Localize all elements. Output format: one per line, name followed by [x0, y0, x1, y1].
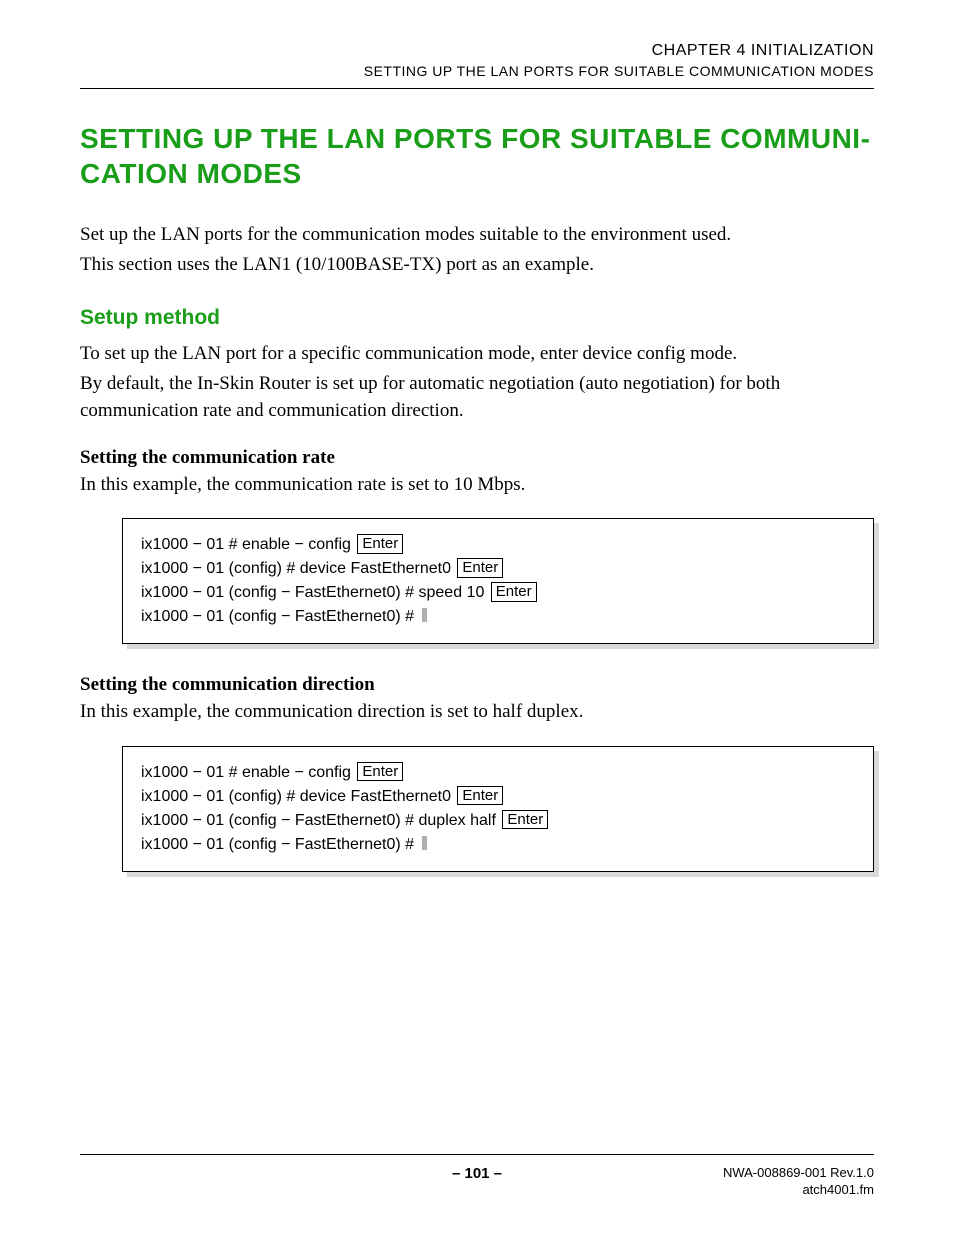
code-text: ix1000 − 01 (config − FastEthernet0) # [141, 836, 419, 853]
page-footer: – 101 – NWA-008869-001 Rev.1.0 atch4001.… [80, 1154, 874, 1199]
code-text: ix1000 − 01 (config − FastEthernet0) # s… [141, 584, 489, 601]
code-box: ix1000 − 01 # enable − config Enterix100… [122, 518, 874, 644]
intro-p1: Set up the LAN ports for the communicati… [80, 221, 874, 249]
rate-section: Setting the communication rate In this e… [80, 447, 874, 645]
code-line: ix1000 − 01 (config − FastEthernet0) # s… [141, 581, 855, 605]
code-line: ix1000 − 01 (config) # device FastEthern… [141, 785, 855, 809]
rate-desc: In this example, the communication rate … [80, 471, 874, 499]
header-chapter: CHAPTER 4 INITIALIZATION [80, 40, 874, 62]
footer-right: NWA-008869-001 Rev.1.0 atch4001.fm [723, 1165, 874, 1199]
code-line: ix1000 − 01 # enable − config Enter [141, 761, 855, 785]
setup-intro: To set up the LAN port for a specific co… [80, 340, 874, 425]
enter-keycap: Enter [457, 786, 503, 805]
footer-doc-id: NWA-008869-001 Rev.1.0 [723, 1165, 874, 1182]
code-box: ix1000 − 01 # enable − config Enterix100… [122, 746, 874, 872]
page-header: CHAPTER 4 INITIALIZATION SETTING UP THE … [80, 40, 874, 89]
enter-keycap: Enter [502, 810, 548, 829]
code-text: ix1000 − 01 (config − FastEthernet0) # [141, 608, 419, 625]
rate-heading: Setting the communication rate [80, 447, 874, 469]
code-text: ix1000 − 01 (config) # device FastEthern… [141, 560, 455, 577]
setup-p1: To set up the LAN port for a specific co… [80, 340, 874, 368]
code-line: ix1000 − 01 (config − FastEthernet0) # [141, 833, 855, 857]
code-line: ix1000 − 01 # enable − config Enter [141, 533, 855, 557]
direction-section: Setting the communication direction In t… [80, 674, 874, 872]
code-line: ix1000 − 01 (config) # device FastEthern… [141, 557, 855, 581]
code-line: ix1000 − 01 (config − FastEthernet0) # [141, 605, 855, 629]
setup-p2: By default, the In-Skin Router is set up… [80, 370, 874, 425]
enter-keycap: Enter [491, 582, 537, 601]
cursor-icon [422, 836, 427, 850]
code-text: ix1000 − 01 (config − FastEthernet0) # d… [141, 812, 500, 829]
intro-block: Set up the LAN ports for the communicati… [80, 221, 874, 278]
direction-desc: In this example, the communication direc… [80, 698, 874, 726]
enter-keycap: Enter [357, 762, 403, 781]
code-text: ix1000 − 01 # enable − config [141, 536, 355, 553]
code-text: ix1000 − 01 (config) # device FastEthern… [141, 788, 455, 805]
code-line: ix1000 − 01 (config − FastEthernet0) # d… [141, 809, 855, 833]
enter-keycap: Enter [457, 558, 503, 577]
enter-keycap: Enter [357, 534, 403, 553]
footer-page-number: – 101 – [452, 1165, 502, 1182]
direction-code-block: ix1000 − 01 # enable − config Enterix100… [122, 746, 874, 872]
rate-code-block: ix1000 − 01 # enable − config Enterix100… [122, 518, 874, 644]
setup-method-heading: Setup method [80, 306, 874, 330]
header-section: SETTING UP THE LAN PORTS FOR SUITABLE CO… [80, 62, 874, 82]
footer-file: atch4001.fm [723, 1182, 874, 1199]
cursor-icon [422, 608, 427, 622]
code-text: ix1000 − 01 # enable − config [141, 764, 355, 781]
intro-p2: This section uses the LAN1 (10/100BASE-T… [80, 251, 874, 279]
direction-heading: Setting the communication direction [80, 674, 874, 696]
page-title: SETTING UP THE LAN PORTS FOR SUITABLE CO… [80, 121, 874, 191]
